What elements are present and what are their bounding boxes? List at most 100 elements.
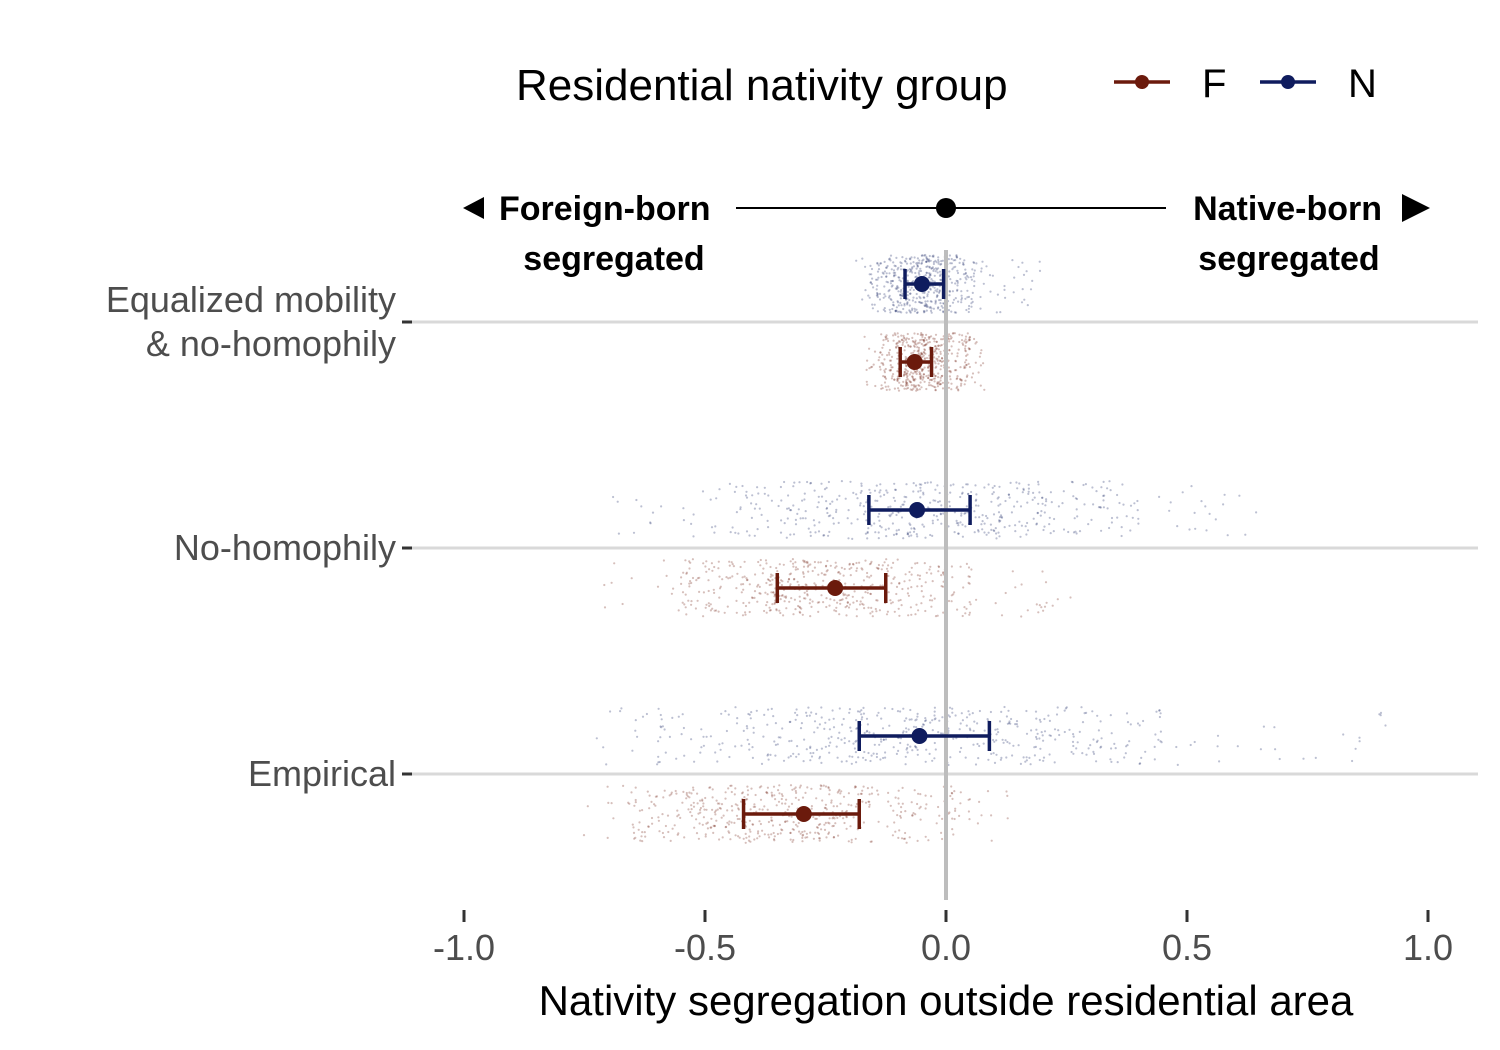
- raw-point: [862, 505, 865, 508]
- raw-point: [838, 613, 841, 616]
- raw-point: [779, 736, 782, 739]
- raw-point: [791, 558, 795, 561]
- raw-point: [718, 587, 722, 590]
- raw-point: [1072, 733, 1075, 736]
- raw-point: [886, 354, 889, 357]
- raw-point: [794, 789, 797, 793]
- raw-point: [959, 384, 963, 387]
- raw-point: [934, 300, 937, 304]
- raw-point: [641, 840, 644, 843]
- raw-point: [973, 261, 976, 264]
- raw-point: [847, 594, 851, 597]
- raw-point: [990, 528, 993, 532]
- raw-point: [820, 495, 824, 498]
- raw-point: [793, 577, 796, 581]
- raw-point: [1157, 738, 1160, 741]
- raw-point: [874, 499, 877, 502]
- raw-point: [907, 337, 911, 341]
- raw-point: [875, 294, 879, 297]
- raw-point: [953, 369, 957, 372]
- raw-point: [914, 301, 917, 304]
- raw-point: [731, 575, 734, 578]
- raw-point: [1075, 497, 1079, 501]
- raw-point: [754, 793, 757, 797]
- raw-point: [825, 500, 828, 503]
- raw-point: [947, 309, 951, 312]
- raw-point: [924, 536, 927, 539]
- raw-point: [731, 563, 734, 566]
- raw-point: [803, 559, 806, 563]
- raw-point: [899, 741, 902, 745]
- raw-point: [1026, 501, 1029, 504]
- raw-point: [801, 613, 804, 616]
- raw-point: [890, 377, 894, 380]
- raw-point: [847, 537, 850, 540]
- raw-point: [1110, 760, 1113, 764]
- raw-point: [939, 352, 942, 355]
- raw-point: [918, 295, 921, 298]
- raw-point: [1014, 586, 1017, 589]
- raw-point: [933, 356, 936, 359]
- raw-point: [1017, 265, 1020, 269]
- raw-point: [962, 263, 965, 266]
- raw-point: [630, 791, 633, 794]
- raw-point: [698, 590, 701, 594]
- raw-point: [909, 345, 912, 348]
- raw-point: [901, 786, 904, 790]
- raw-point: [771, 603, 774, 606]
- raw-point: [844, 497, 847, 500]
- raw-point: [751, 823, 755, 826]
- raw-point: [732, 565, 736, 568]
- raw-point: [983, 388, 986, 391]
- raw-point: [958, 750, 962, 754]
- raw-point: [939, 263, 942, 266]
- raw-point: [657, 761, 660, 764]
- raw-point: [634, 719, 637, 722]
- raw-point: [874, 607, 877, 611]
- raw-point: [928, 336, 931, 339]
- raw-point: [934, 270, 937, 273]
- raw-point: [821, 799, 824, 802]
- raw-point: [688, 560, 691, 563]
- raw-point: [964, 297, 967, 300]
- raw-point: [805, 748, 808, 751]
- raw-point: [896, 285, 899, 288]
- raw-point: [1063, 730, 1066, 734]
- raw-point: [938, 290, 941, 293]
- raw-point: [792, 565, 795, 568]
- raw-point: [816, 726, 819, 729]
- raw-point: [766, 601, 769, 604]
- raw-point: [1027, 492, 1030, 495]
- raw-point: [773, 595, 776, 598]
- raw-point: [1190, 485, 1193, 488]
- raw-point: [909, 268, 912, 271]
- raw-point: [912, 482, 915, 485]
- raw-point: [901, 587, 904, 591]
- raw-point: [828, 718, 831, 721]
- raw-point: [1040, 731, 1043, 734]
- raw-point: [913, 385, 916, 388]
- raw-point: [724, 791, 727, 794]
- raw-point: [970, 305, 973, 308]
- raw-point: [1017, 744, 1020, 747]
- raw-point: [964, 344, 967, 348]
- raw-point: [1114, 747, 1117, 750]
- raw-point: [975, 493, 978, 496]
- raw-point: [973, 269, 976, 272]
- raw-point: [1042, 528, 1045, 532]
- raw-point: [957, 532, 960, 535]
- raw-point: [662, 836, 666, 839]
- raw-point: [979, 364, 983, 367]
- raw-point: [829, 741, 832, 744]
- raw-point: [960, 382, 963, 385]
- raw-point: [767, 526, 770, 529]
- raw-point: [766, 786, 770, 789]
- raw-point: [950, 388, 953, 391]
- raw-point: [908, 379, 911, 382]
- raw-point: [870, 792, 874, 795]
- raw-point: [940, 305, 943, 308]
- raw-point: [657, 819, 661, 822]
- raw-point: [805, 584, 808, 587]
- raw-point: [923, 296, 926, 299]
- raw-point: [1169, 501, 1172, 504]
